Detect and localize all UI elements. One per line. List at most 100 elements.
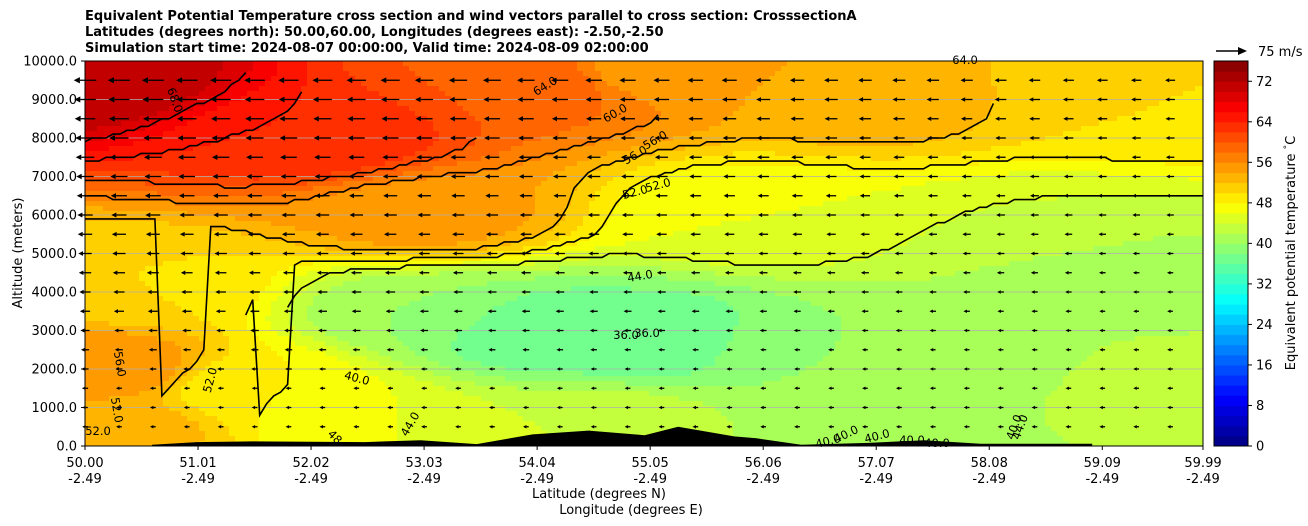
heatmap-cell xyxy=(925,106,932,112)
heatmap-cell xyxy=(589,181,596,187)
heatmap-cell xyxy=(379,96,386,102)
heatmap-cell xyxy=(481,111,488,117)
heatmap-cell xyxy=(1177,171,1184,177)
heatmap-cell xyxy=(967,111,974,117)
heatmap-cell xyxy=(535,81,542,87)
heatmap-cell xyxy=(733,96,740,102)
heatmap-cell xyxy=(505,131,512,137)
heatmap-cell xyxy=(277,71,284,77)
heatmap-cell xyxy=(517,161,524,167)
heatmap-cell xyxy=(919,111,926,117)
heatmap-cell xyxy=(829,126,836,132)
heatmap-cell xyxy=(115,106,122,112)
heatmap-cell xyxy=(463,151,470,157)
heatmap-cell xyxy=(1021,71,1028,77)
heatmap-cell xyxy=(709,61,716,67)
heatmap-cell xyxy=(943,181,950,187)
heatmap-cell xyxy=(127,151,134,157)
heatmap-cell xyxy=(361,131,368,137)
heatmap-cell xyxy=(733,161,740,167)
heatmap-cell xyxy=(763,86,770,92)
heatmap-cell xyxy=(199,171,206,177)
heatmap-cell xyxy=(355,141,362,147)
heatmap-cell xyxy=(1027,106,1034,112)
heatmap-cell xyxy=(973,61,980,67)
heatmap-cell xyxy=(1201,111,1204,117)
heatmap-cell xyxy=(1003,171,1010,177)
heatmap-cell xyxy=(187,161,194,167)
heatmap-cell xyxy=(595,131,602,137)
heatmap-cell xyxy=(241,96,248,102)
heatmap-cell xyxy=(229,136,236,142)
heatmap-cell xyxy=(427,61,434,67)
heatmap-cell xyxy=(655,176,662,182)
heatmap-cell xyxy=(865,161,872,167)
heatmap-cell xyxy=(697,86,704,92)
heatmap-cell xyxy=(115,181,122,187)
heatmap-cell xyxy=(247,146,254,152)
heatmap-cell xyxy=(421,136,428,142)
heatmap-cell xyxy=(1171,111,1178,117)
heatmap-cell xyxy=(235,96,242,102)
heatmap-cell xyxy=(313,91,320,97)
heatmap-cell xyxy=(517,81,524,87)
heatmap-cell xyxy=(853,66,860,72)
heatmap-cell xyxy=(1033,146,1040,152)
heatmap-cell xyxy=(151,166,158,172)
heatmap-cell xyxy=(1051,161,1058,167)
heatmap-cell xyxy=(877,151,884,157)
heatmap-cell xyxy=(871,161,878,167)
heatmap-cell xyxy=(409,71,416,77)
heatmap-cell xyxy=(985,176,992,182)
heatmap-cell xyxy=(241,181,248,187)
heatmap-cell xyxy=(427,121,434,127)
heatmap-cell xyxy=(1081,81,1088,87)
heatmap-cell xyxy=(853,86,860,92)
heatmap-cell xyxy=(463,186,470,192)
heatmap-cell xyxy=(961,161,968,167)
heatmap-cell xyxy=(757,81,764,87)
heatmap-cell xyxy=(835,141,842,147)
heatmap-cell xyxy=(907,186,914,192)
heatmap-cell xyxy=(325,91,332,97)
heatmap-cell xyxy=(295,126,302,132)
heatmap-cell xyxy=(481,191,488,197)
heatmap-cell xyxy=(1111,121,1118,127)
heatmap-cell xyxy=(289,161,296,167)
heatmap-cell xyxy=(445,131,452,137)
heatmap-cell xyxy=(1063,181,1070,187)
heatmap-cell xyxy=(139,181,146,187)
heatmap-cell xyxy=(949,101,956,107)
heatmap-cell xyxy=(733,191,740,197)
heatmap-cell xyxy=(931,106,938,112)
heatmap-cell xyxy=(979,131,986,137)
heatmap-cell xyxy=(457,191,464,197)
heatmap-cell xyxy=(307,106,314,112)
heatmap-cell xyxy=(547,101,554,107)
heatmap-cell xyxy=(1093,81,1100,87)
heatmap-cell xyxy=(871,181,878,187)
heatmap-cell xyxy=(667,121,674,127)
heatmap-cell xyxy=(1117,121,1124,127)
heatmap-cell xyxy=(817,86,824,92)
heatmap-cell xyxy=(109,171,116,177)
heatmap-cell xyxy=(691,131,698,137)
heatmap-cell xyxy=(397,141,404,147)
heatmap-cell xyxy=(931,186,938,192)
heatmap-cell xyxy=(1177,121,1184,127)
heatmap-cell xyxy=(1201,76,1204,82)
heatmap-cell xyxy=(127,121,134,127)
heatmap-cell xyxy=(847,191,854,197)
heatmap-cell xyxy=(1087,171,1094,177)
heatmap-cell xyxy=(505,171,512,177)
heatmap-cell xyxy=(319,166,326,172)
heatmap-cell xyxy=(109,66,116,72)
heatmap-cell xyxy=(1093,151,1100,157)
heatmap-cell xyxy=(235,61,242,67)
heatmap-cell xyxy=(709,176,716,182)
heatmap-cell xyxy=(223,111,230,117)
heatmap-cell xyxy=(1045,181,1052,187)
heatmap-cell xyxy=(1003,181,1010,187)
heatmap-cell xyxy=(967,156,974,162)
heatmap-cell xyxy=(925,176,932,182)
